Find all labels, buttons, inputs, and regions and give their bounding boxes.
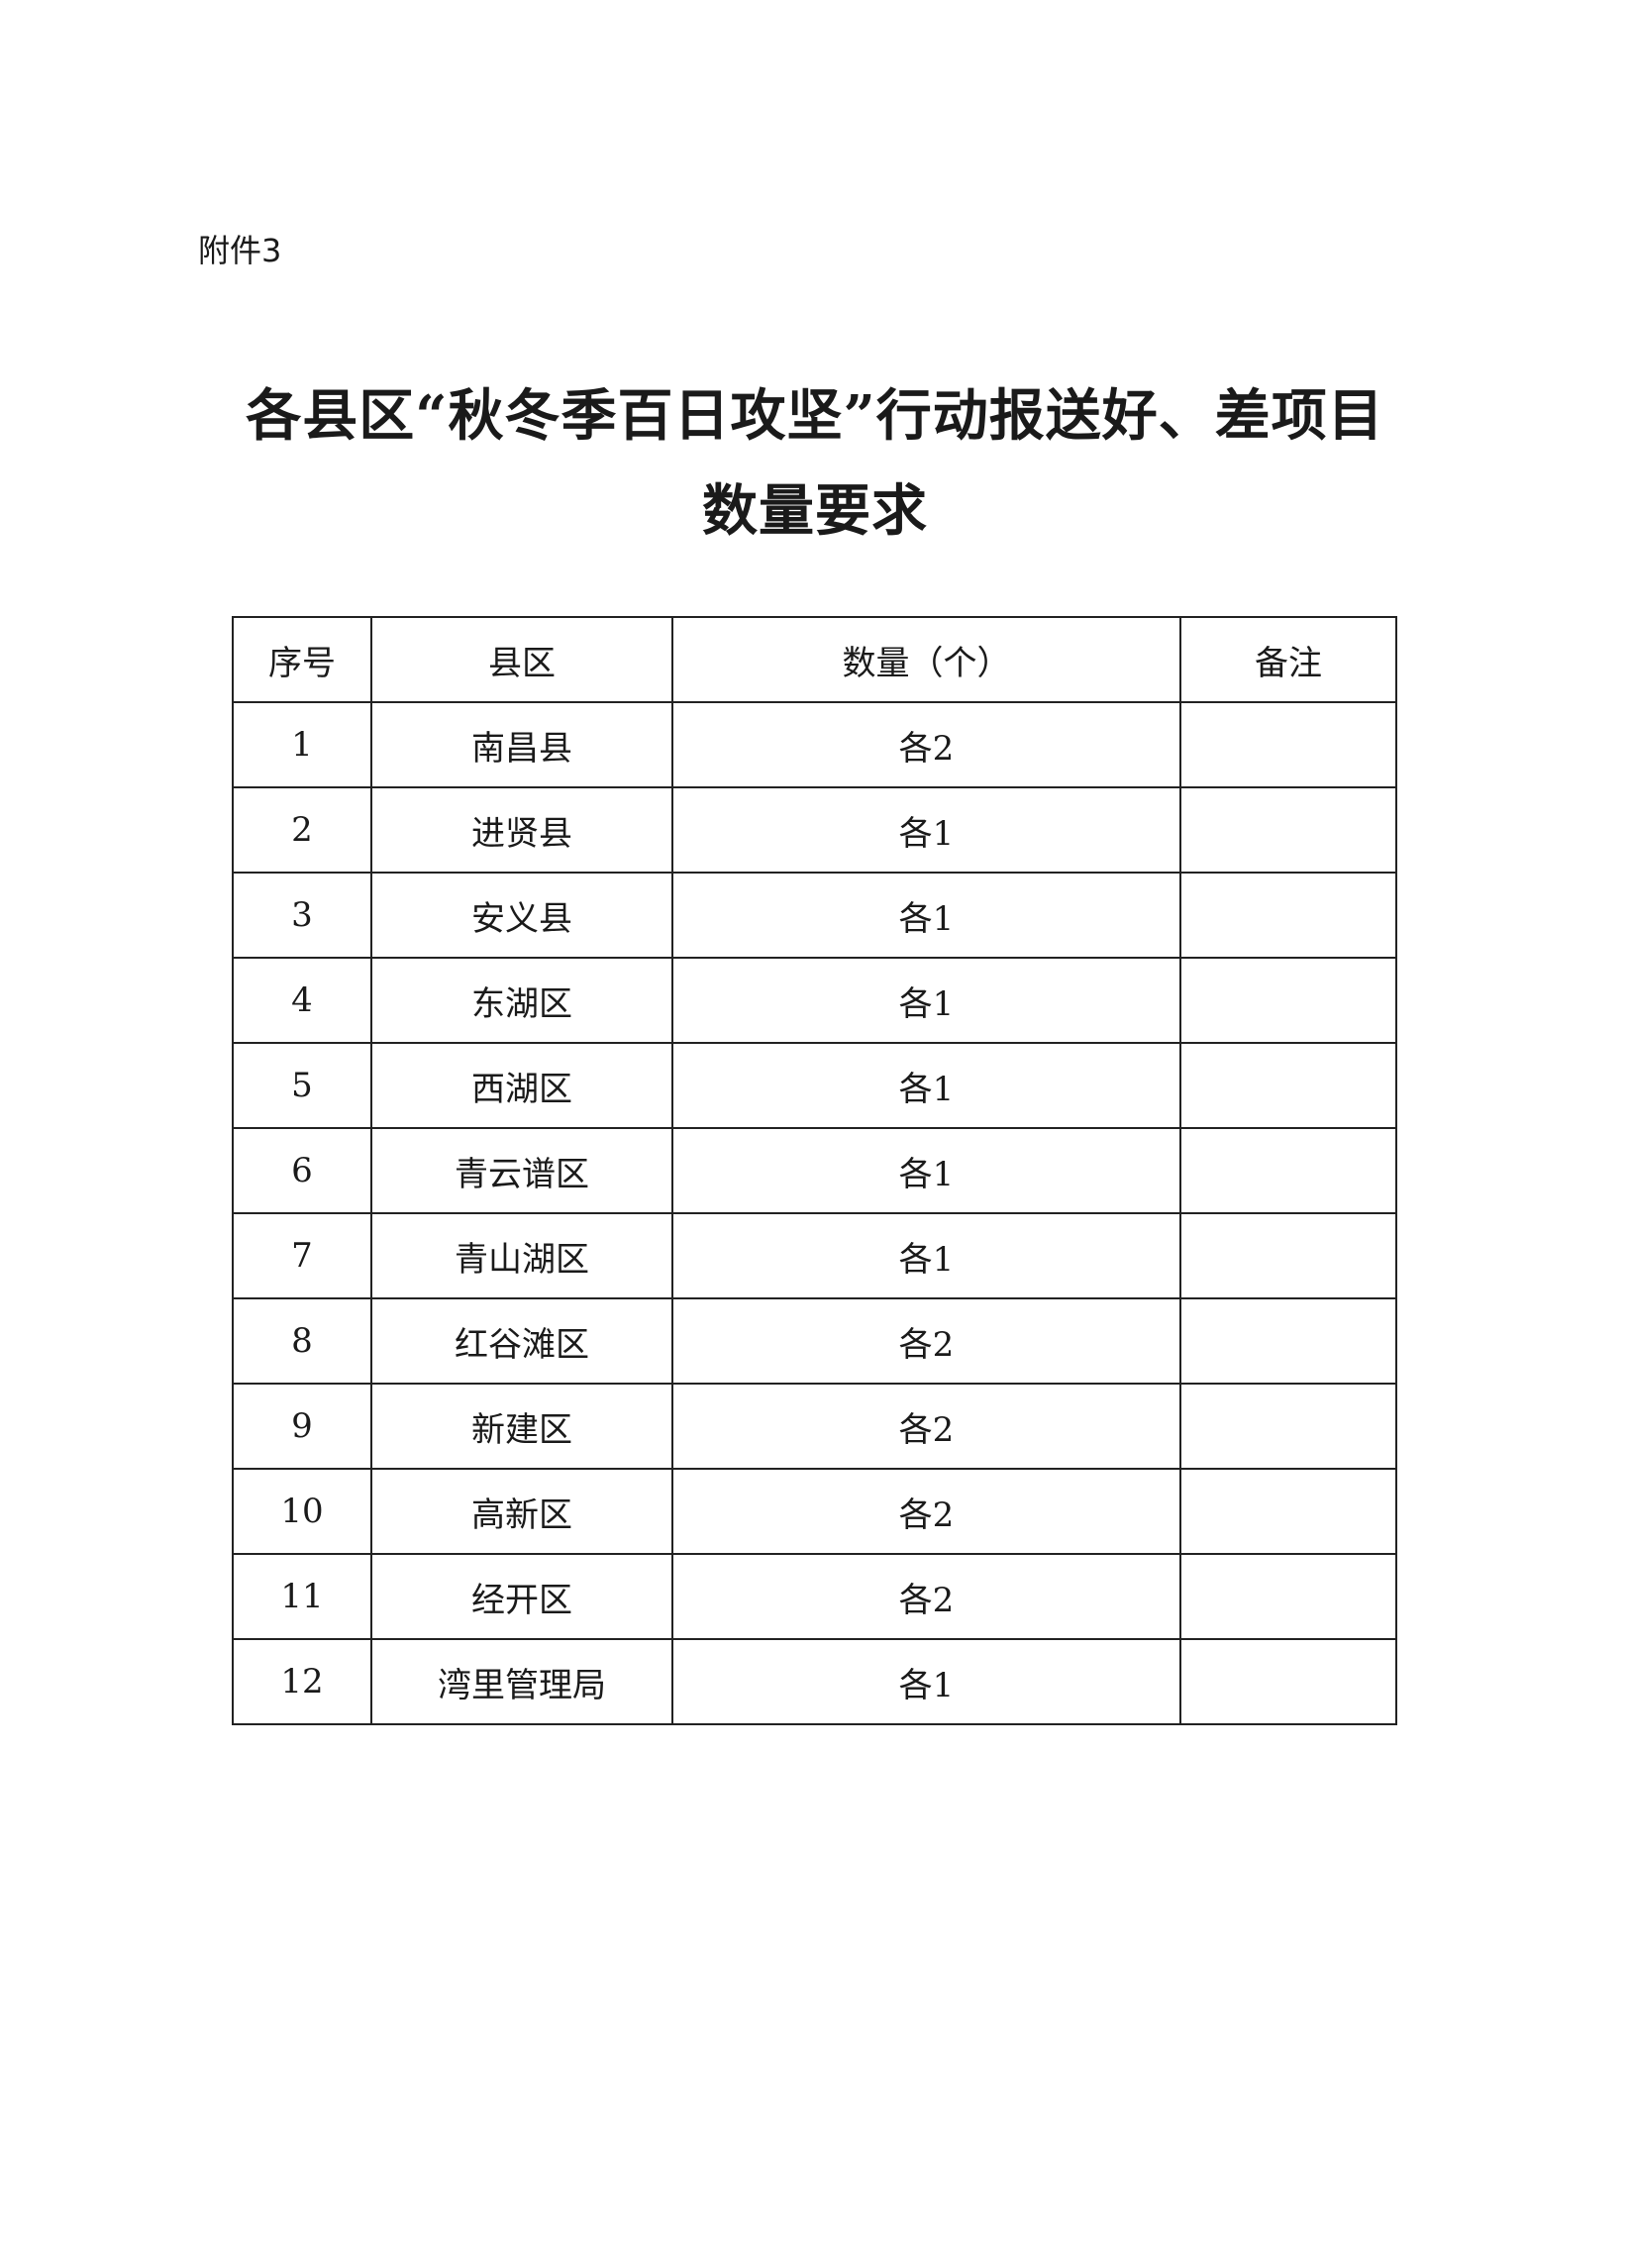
document-title-line2: 数量要求 bbox=[702, 478, 928, 544]
cell-district: 南昌县 bbox=[370, 701, 673, 788]
cell-count: 各1 bbox=[671, 1042, 1181, 1129]
cell-note bbox=[1179, 1297, 1397, 1385]
cell-note bbox=[1179, 701, 1397, 788]
table-row: 4 东湖区 各1 bbox=[232, 957, 1397, 1044]
cell-district: 青山湖区 bbox=[370, 1212, 673, 1299]
cell-note bbox=[1179, 872, 1397, 959]
cell-note bbox=[1179, 1638, 1397, 1725]
cell-count: 各1 bbox=[671, 1127, 1181, 1214]
table-row: 10 高新区 各2 bbox=[232, 1468, 1397, 1555]
cell-no: 7 bbox=[232, 1212, 372, 1299]
cell-no: 6 bbox=[232, 1127, 372, 1214]
cell-no: 11 bbox=[232, 1553, 372, 1640]
quota-table: 序号 县区 数量（个） 备注 1 南昌县 各2 2 进贤县 各1 3 安义县 各1 4 东湖区 各1 5… bbox=[232, 616, 1397, 1725]
cell-no: 3 bbox=[232, 872, 372, 959]
cell-note bbox=[1179, 1383, 1397, 1470]
cell-district: 东湖区 bbox=[370, 957, 673, 1044]
cell-district: 新建区 bbox=[370, 1383, 673, 1470]
cell-count: 各2 bbox=[671, 1383, 1181, 1470]
cell-count: 各1 bbox=[671, 1212, 1181, 1299]
cell-count: 各2 bbox=[671, 1553, 1181, 1640]
cell-district: 经开区 bbox=[370, 1553, 673, 1640]
cell-no: 8 bbox=[232, 1297, 372, 1385]
cell-no: 12 bbox=[232, 1638, 372, 1725]
cell-district: 西湖区 bbox=[370, 1042, 673, 1129]
cell-no: 4 bbox=[232, 957, 372, 1044]
cell-district: 高新区 bbox=[370, 1468, 673, 1555]
table-row: 12 湾里管理局 各1 bbox=[232, 1638, 1397, 1725]
cell-no: 5 bbox=[232, 1042, 372, 1129]
table-row: 2 进贤县 各1 bbox=[232, 786, 1397, 874]
cell-no: 9 bbox=[232, 1383, 372, 1470]
cell-count: 各1 bbox=[671, 786, 1181, 874]
cell-district: 青云谱区 bbox=[370, 1127, 673, 1214]
attachment-label: 附件3 bbox=[198, 232, 282, 269]
table-row: 5 西湖区 各1 bbox=[232, 1042, 1397, 1129]
table-header-row: 序号 县区 数量（个） 备注 bbox=[232, 616, 1397, 703]
cell-no: 2 bbox=[232, 786, 372, 874]
cell-count: 各1 bbox=[671, 1638, 1181, 1725]
cell-count: 各1 bbox=[671, 957, 1181, 1044]
table-row: 7 青山湖区 各1 bbox=[232, 1212, 1397, 1299]
table-row: 11 经开区 各2 bbox=[232, 1553, 1397, 1640]
table-row: 3 安义县 各1 bbox=[232, 872, 1397, 959]
table-row: 6 青云谱区 各1 bbox=[232, 1127, 1397, 1214]
cell-count: 各1 bbox=[671, 872, 1181, 959]
cell-note bbox=[1179, 1553, 1397, 1640]
table-row: 8 红谷滩区 各2 bbox=[232, 1297, 1397, 1385]
cell-no: 1 bbox=[232, 701, 372, 788]
cell-note bbox=[1179, 1468, 1397, 1555]
cell-count: 各2 bbox=[671, 701, 1181, 788]
header-district: 县区 bbox=[370, 616, 673, 703]
cell-note bbox=[1179, 957, 1397, 1044]
document-title-line1: 各县区“秋冬季百日攻坚”行动报送好、差项目 bbox=[246, 383, 1384, 449]
cell-count: 各2 bbox=[671, 1297, 1181, 1385]
header-count: 数量（个） bbox=[671, 616, 1181, 703]
header-note: 备注 bbox=[1179, 616, 1397, 703]
cell-note bbox=[1179, 1042, 1397, 1129]
cell-note bbox=[1179, 1127, 1397, 1214]
cell-note bbox=[1179, 786, 1397, 874]
cell-district: 安义县 bbox=[370, 872, 673, 959]
table-row: 9 新建区 各2 bbox=[232, 1383, 1397, 1470]
cell-district: 进贤县 bbox=[370, 786, 673, 874]
cell-district: 红谷滩区 bbox=[370, 1297, 673, 1385]
cell-district: 湾里管理局 bbox=[370, 1638, 673, 1725]
cell-no: 10 bbox=[232, 1468, 372, 1555]
cell-count: 各2 bbox=[671, 1468, 1181, 1555]
table-row: 1 南昌县 各2 bbox=[232, 701, 1397, 788]
cell-note bbox=[1179, 1212, 1397, 1299]
header-no: 序号 bbox=[232, 616, 372, 703]
